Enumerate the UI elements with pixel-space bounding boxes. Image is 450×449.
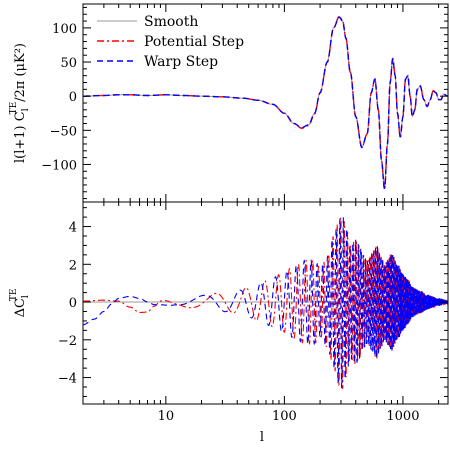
y-tick-label: 100 xyxy=(52,22,77,37)
top-line-warp-step xyxy=(83,16,448,189)
x-axis-label: l xyxy=(260,430,264,445)
y-tick-label: −4 xyxy=(58,372,77,387)
tick-labels: 10 100 1000 100 50 0 −50 −100 4 2 0 −2 −4 xyxy=(41,22,419,424)
bottom-line-warp-step xyxy=(83,217,448,389)
legend: Smooth Potential Step Warp Step xyxy=(97,14,244,70)
y-tick-label: 2 xyxy=(69,258,77,273)
bottom-y-axis-label: ΔClTE xyxy=(9,289,31,318)
top-y-axis-label: l(l+1) ClTE/2π (μK²) xyxy=(9,43,31,163)
y-tick-label: 50 xyxy=(60,56,77,71)
y-tick-label: −2 xyxy=(58,334,77,349)
y-tick-label: −100 xyxy=(41,158,77,173)
legend-label-smooth: Smooth xyxy=(144,14,198,30)
axis-ticks xyxy=(82,4,448,404)
bottom-line-potential-step xyxy=(83,217,448,389)
bottom-panel-curves xyxy=(83,217,448,389)
legend-label-warp-step: Warp Step xyxy=(144,54,218,70)
legend-label-potential-step: Potential Step xyxy=(144,34,244,50)
top-panel-curves xyxy=(83,15,448,190)
x-tick-label: 1000 xyxy=(386,409,419,424)
y-tick-label: 0 xyxy=(69,296,77,311)
x-tick-label: 10 xyxy=(158,409,175,424)
y-tick-label: −50 xyxy=(50,124,77,139)
y-tick-label: 0 xyxy=(69,90,77,105)
y-tick-label: 4 xyxy=(69,221,77,236)
x-tick-label: 100 xyxy=(272,409,297,424)
